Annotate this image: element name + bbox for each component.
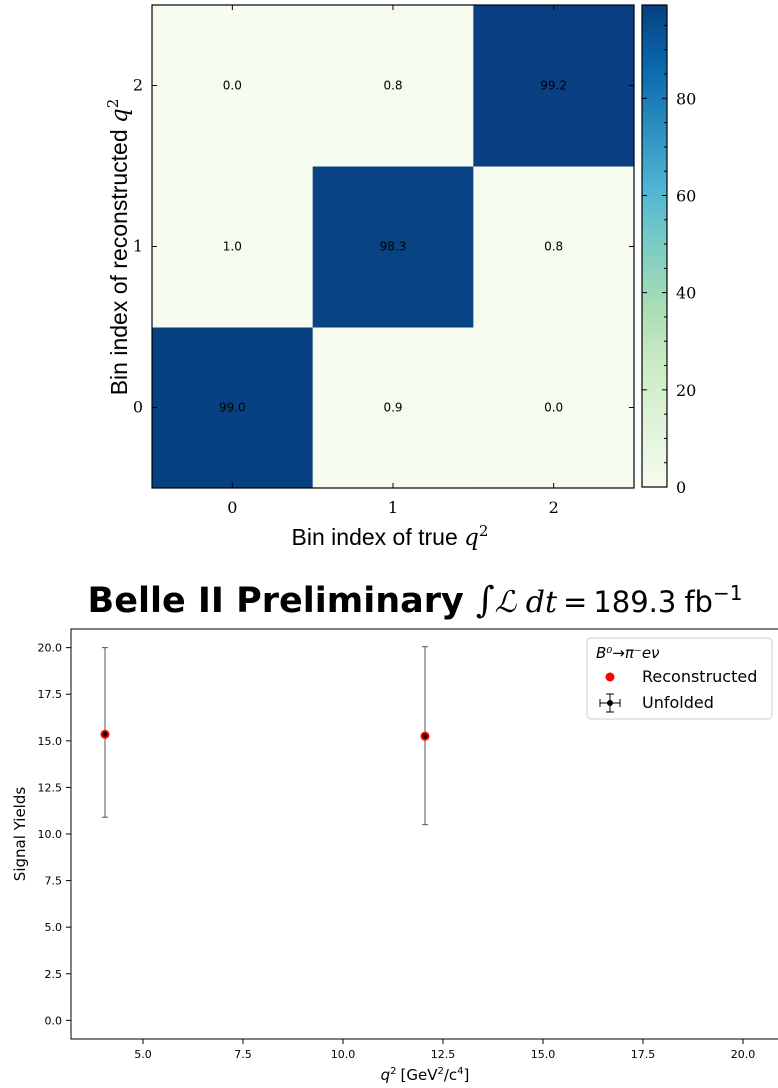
heatmap-cell (152, 166, 314, 328)
heatmap-cell-label: 0.8 (544, 240, 563, 254)
heatmap-ticks: 0 1 2 0 1 2 (133, 5, 634, 517)
signal-yields-chart: Belle II Preliminary ∫ℒ dt = 189.3 fb−1 5.0 7… (11, 580, 778, 1084)
x-tick-label: 12.5 (431, 1048, 456, 1061)
colorbar-tick-label: 80 (676, 89, 696, 108)
y-tick-label: 17.5 (38, 688, 63, 701)
legend-marker-unfolded (599, 693, 621, 713)
heatmap-cell (152, 5, 314, 167)
heatmap-cell (312, 166, 474, 328)
colorbar-tick-label: 60 (676, 186, 696, 205)
colorbar-tick-label: 20 (676, 381, 696, 400)
x-tick-label: 1 (388, 498, 398, 517)
colorbar-tick-label: 0 (676, 478, 686, 497)
x-tick-label: 10.0 (331, 1048, 356, 1061)
x-tick-label: 0 (227, 498, 237, 517)
heatmap-cell (152, 327, 314, 489)
legend-label-unfolded: Unfolded (642, 693, 714, 712)
y-tick-label: 2.5 (45, 968, 63, 981)
y-tick-label: 15.0 (38, 735, 63, 748)
y-tick-label: 0 (133, 398, 143, 417)
x-tick-label: 15.0 (531, 1048, 556, 1061)
heatmap-cell-labels: 99.0 0.9 0.0 1.0 98.3 0.8 0.0 0.8 99.2 (219, 79, 567, 415)
heatmap-cell-label: 0.0 (223, 79, 242, 93)
y-tick-label: 1 (133, 237, 143, 256)
colorbar-gradient (641, 4, 668, 488)
scatter-xlabel: q2 [GeV2/c4] (381, 1066, 470, 1084)
x-tick-label: 7.5 (234, 1048, 252, 1061)
legend-title: B⁰→π⁻eν (596, 644, 659, 662)
heatmap-cell (473, 327, 635, 489)
y-tick-label: 2 (133, 76, 143, 95)
unfolded-point (102, 731, 108, 737)
colorbar: 0 20 40 60 80 (641, 4, 696, 497)
heatmap-cell-label: 1.0 (223, 240, 242, 254)
x-tick-label: 2 (549, 498, 559, 517)
y-tick-label: 5.0 (45, 921, 63, 934)
y-tick-label: 0.0 (45, 1014, 63, 1027)
heatmap-cell (473, 166, 635, 328)
x-tick-label: 20.0 (731, 1048, 756, 1061)
heatmap-xlabel: Bin index of true q2 (292, 522, 489, 551)
x-tick-label: 5.0 (134, 1048, 152, 1061)
heatmap-ylabel: Bin index of reconstructed q2 (104, 99, 133, 396)
heatmap-cell-label: 0.8 (383, 79, 402, 93)
heatmap-cell-label: 0.9 (383, 401, 402, 415)
colorbar-tick-label: 40 (676, 284, 696, 303)
chart-title: Belle II Preliminary ∫ℒ dt = 189.3 fb−1 (88, 580, 743, 621)
heatmap-cell-label: 0.0 (544, 401, 563, 415)
heatmap-cell-label: 99.0 (219, 401, 246, 415)
legend-box (586, 637, 773, 720)
scatter-ticks: 5.0 7.5 10.0 12.5 15.0 17.5 20.0 0.0 2.5 5.0 7.5 10… (38, 642, 756, 1061)
y-tick-label: 12.5 (38, 781, 63, 794)
heatmap-cell-label: 99.2 (540, 79, 567, 93)
heatmap-cell (473, 5, 635, 167)
colorbar-ticks: 0 20 40 60 80 (642, 24, 696, 497)
x-tick-label: 17.5 (631, 1048, 656, 1061)
heatmap-cells (152, 5, 635, 489)
unfolded-point (422, 733, 428, 739)
scatter-ylabel: Signal Yields (11, 787, 29, 882)
y-tick-label: 7.5 (45, 875, 63, 888)
heatmap-cell (312, 5, 474, 167)
y-tick-label: 20.0 (38, 642, 63, 655)
y-tick-label: 10.0 (38, 828, 63, 841)
heatmap-cell (312, 327, 474, 489)
data-points (100, 729, 430, 741)
legend-marker-reconstructed (605, 672, 615, 682)
heatmap-cell-label: 98.3 (380, 240, 407, 254)
legend: B⁰→π⁻eν Reconstructed Unfolded (586, 637, 773, 720)
legend-label-reconstructed: Reconstructed (642, 667, 757, 686)
